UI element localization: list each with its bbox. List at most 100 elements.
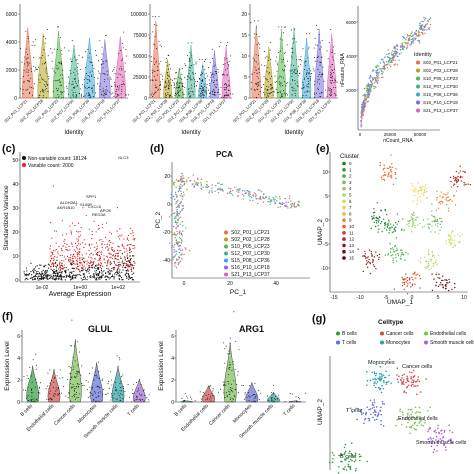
violin-point — [275, 395, 277, 397]
umap-celltype-point — [373, 382, 375, 385]
umap-point — [434, 216, 436, 218]
umap-celltype-point — [385, 370, 387, 373]
pca-point — [175, 227, 177, 230]
umap-point — [439, 195, 441, 197]
violin-point — [165, 89, 167, 91]
scatter-point — [360, 124, 363, 127]
nonvariable-point — [34, 274, 36, 276]
nonvariable-point — [107, 276, 109, 278]
violin-point — [279, 75, 281, 77]
violin-point — [27, 57, 29, 59]
violin-point — [255, 61, 257, 63]
umap-point — [463, 184, 465, 186]
scatter-point — [390, 52, 393, 54]
violin-point — [217, 71, 219, 73]
pca-point — [197, 182, 200, 184]
violin-point — [114, 85, 116, 87]
violin-point — [251, 73, 253, 75]
variable-point — [123, 246, 125, 248]
violin-point — [96, 83, 98, 85]
scatter-point — [383, 65, 385, 67]
umap-point — [464, 171, 467, 174]
legend-swatch — [342, 180, 346, 185]
variable-point — [114, 255, 117, 257]
violin-point — [305, 65, 307, 67]
violin-point — [287, 94, 289, 96]
umap-point — [408, 277, 411, 279]
umap-point — [412, 212, 415, 214]
violin-point — [181, 73, 183, 75]
pca-point — [192, 183, 194, 185]
umap-celltype-point — [369, 379, 372, 382]
pca-point — [219, 188, 221, 190]
violin-point — [98, 72, 100, 74]
ytick-label: 75000 — [133, 33, 147, 39]
pca-point — [196, 182, 198, 184]
violin-point — [84, 87, 86, 89]
violin-point — [328, 41, 330, 43]
violin-point — [124, 71, 126, 73]
umap-celltype-point — [373, 372, 376, 375]
violin-point — [191, 42, 193, 44]
umap-celltype-point — [406, 385, 409, 388]
violin-point — [200, 85, 202, 87]
umap-celltype-point — [349, 468, 352, 471]
pca-point — [252, 195, 255, 197]
violin-point — [320, 62, 322, 64]
violin-point — [310, 78, 312, 80]
pca-point — [222, 190, 224, 192]
pca-point — [262, 201, 265, 203]
ytick-label: 4 — [17, 356, 20, 362]
violin-point — [255, 397, 257, 399]
violin-point — [102, 378, 104, 380]
nonvariable-point — [121, 271, 123, 273]
pca-point — [180, 183, 182, 186]
violin-point — [228, 85, 230, 87]
umap-point — [392, 249, 394, 251]
scatter-point — [410, 43, 412, 45]
variable-point — [59, 265, 61, 268]
violin-point — [226, 62, 228, 64]
variable-point — [133, 245, 135, 247]
pca-point — [176, 201, 178, 203]
violin-point — [118, 53, 120, 55]
violin-point — [225, 97, 227, 99]
violin-point — [303, 62, 305, 64]
umap-celltype-point — [373, 399, 376, 401]
violin-point — [164, 81, 166, 83]
violin-point — [122, 76, 124, 78]
violin-point — [276, 56, 278, 58]
umap-celltype-point — [401, 383, 403, 385]
violin-point — [318, 34, 320, 36]
violin-point — [187, 93, 189, 95]
nonvariable-point — [83, 268, 85, 270]
violin-point — [114, 84, 116, 86]
nonvariable-point — [59, 275, 61, 277]
umap-point — [414, 224, 416, 227]
violin-point — [195, 80, 197, 82]
violin-point — [194, 83, 196, 85]
umap-celltype-point — [366, 406, 369, 408]
violin-point — [213, 90, 215, 92]
violin-point — [155, 91, 157, 93]
violin-point — [286, 44, 288, 46]
scatter-point — [376, 81, 379, 84]
violin-point — [34, 70, 36, 72]
variable-point — [125, 263, 127, 265]
violin-point — [218, 91, 220, 93]
violin-point — [229, 361, 231, 363]
variable-point — [100, 253, 103, 256]
nonvariable-point — [129, 277, 132, 279]
umap-point — [425, 191, 428, 193]
umap-point — [383, 222, 386, 225]
violin-point — [333, 82, 335, 84]
violin-point — [123, 385, 125, 387]
pca-point — [216, 189, 219, 191]
xtick-label: 1e+00 — [73, 285, 87, 291]
violin-point — [294, 69, 296, 71]
violin-point — [223, 392, 225, 394]
pca-point — [177, 212, 179, 215]
umap-point — [368, 249, 371, 251]
scatter-point — [405, 47, 408, 50]
variable-point — [77, 255, 79, 257]
